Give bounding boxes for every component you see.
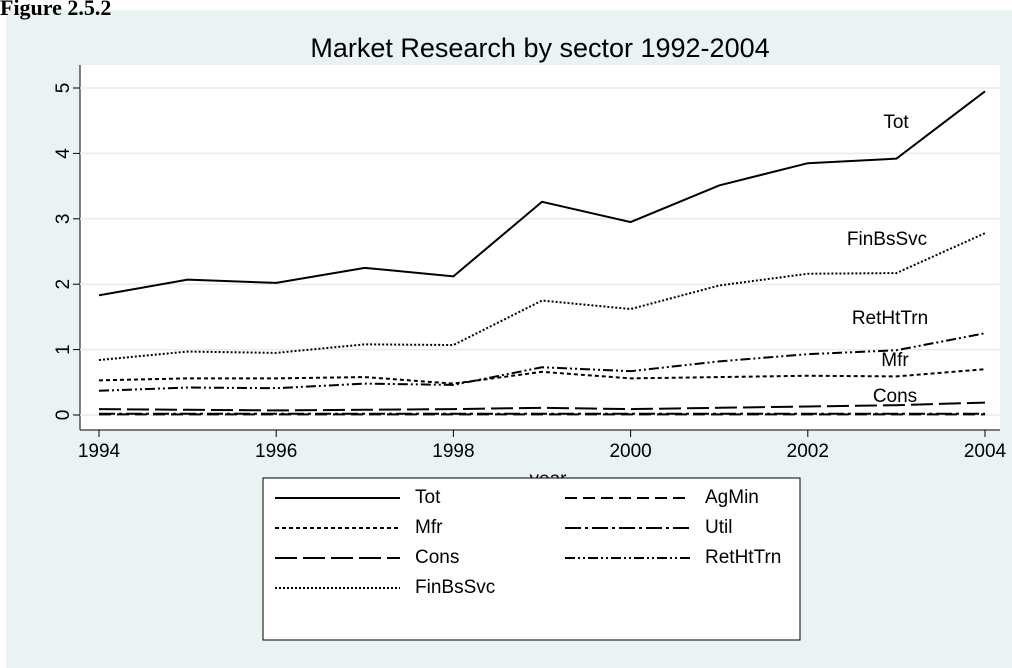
legend-label: Tot xyxy=(415,487,441,508)
annotation: FinBsSvc xyxy=(847,229,927,250)
y-tick-label: 3 xyxy=(53,214,74,225)
legend-label: Mfr xyxy=(415,517,443,538)
x-tick-label: 2000 xyxy=(609,441,651,462)
x-tick-label: 1996 xyxy=(255,441,297,462)
annotation: Mfr xyxy=(881,350,909,371)
x-tick-label: 2004 xyxy=(964,441,1007,462)
legend-label: AgMin xyxy=(705,487,759,508)
legend-label: Cons xyxy=(415,547,459,568)
annotation: Cons xyxy=(873,386,917,407)
legend-label: FinBsSvc xyxy=(415,577,495,598)
series-line xyxy=(98,368,986,385)
series-line xyxy=(98,90,986,297)
series-line xyxy=(98,232,986,362)
annotation: Tot xyxy=(883,112,909,133)
y-tick-label: 4 xyxy=(53,148,74,159)
legend-label: RetHtTrn xyxy=(705,547,781,568)
y-tick-label: 5 xyxy=(53,83,74,94)
chart-title: Market Research by sector 1992-2004 xyxy=(310,33,769,63)
figure-label: Figure 2.5.2 xyxy=(0,0,111,20)
annotation: RetHtTrn xyxy=(852,308,928,329)
series-line xyxy=(98,332,986,392)
series-line xyxy=(98,401,986,412)
x-tick-label: 2002 xyxy=(787,441,829,462)
y-tick-label: 0 xyxy=(53,410,74,421)
plot-area xyxy=(80,65,1000,430)
y-tick-label: 2 xyxy=(53,279,74,290)
x-tick-label: 1998 xyxy=(432,441,474,462)
legend-label: Util xyxy=(705,517,732,538)
x-tick-label: 1994 xyxy=(78,441,121,462)
y-tick-label: 1 xyxy=(53,344,74,355)
